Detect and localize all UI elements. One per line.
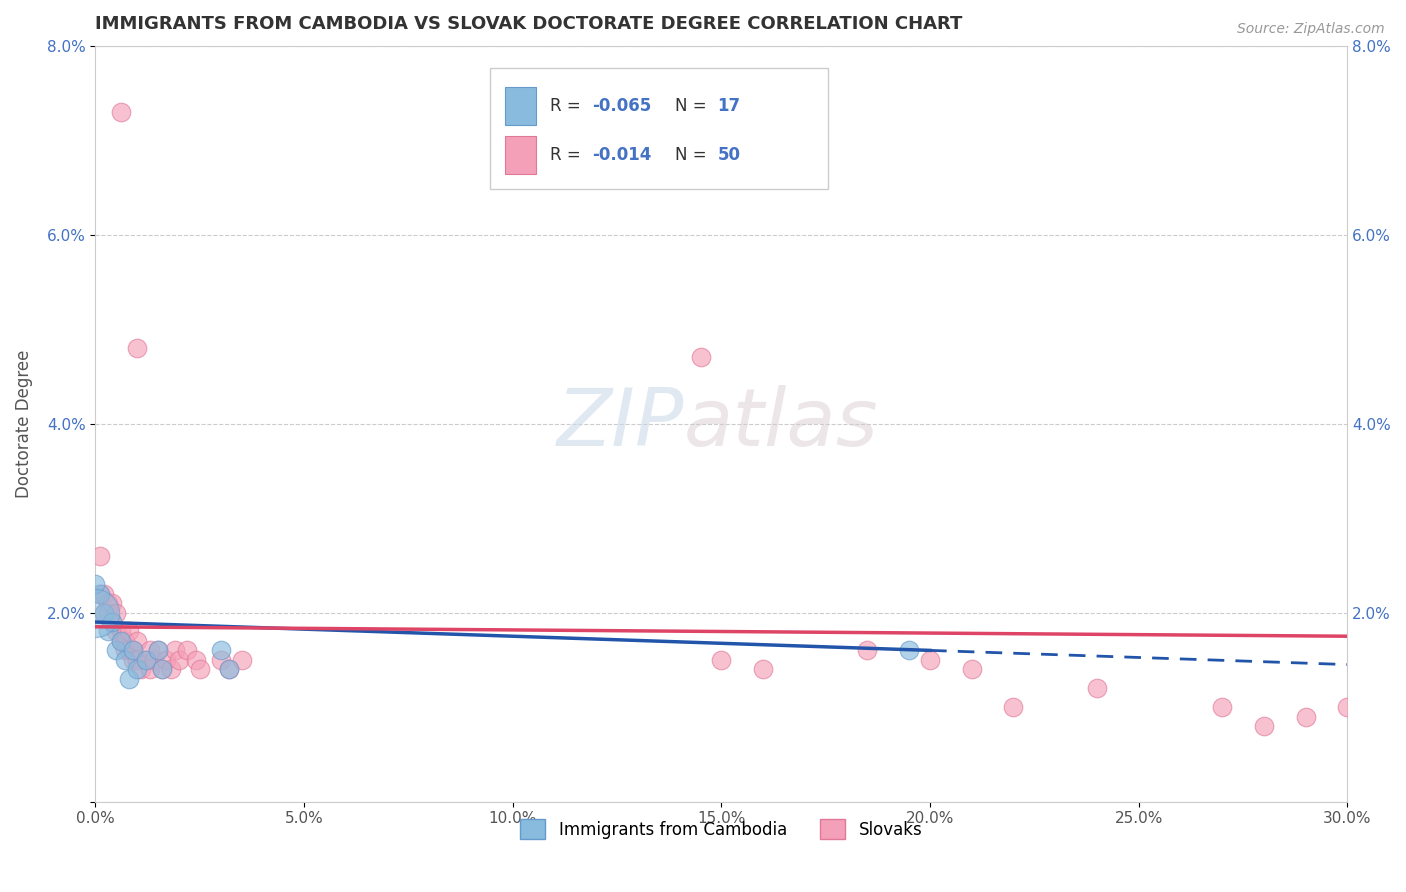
Point (89, 549, 111, 563)
Point (1085, 681, 1108, 696)
Point (93, 587, 115, 601)
Point (960, 662, 983, 676)
Point (89, 587, 111, 601)
Text: atlas: atlas (683, 384, 879, 463)
Text: 17: 17 (717, 97, 741, 115)
Point (689, 351, 711, 365)
Point (209, 643, 232, 657)
Point (97, 596, 120, 610)
Point (146, 643, 169, 657)
Point (84, 606, 107, 620)
Point (110, 634, 132, 648)
Point (1295, 709, 1317, 723)
Point (105, 624, 128, 639)
Point (898, 643, 921, 657)
Point (159, 662, 181, 676)
Point (710, 653, 733, 667)
Text: R =: R = (550, 146, 586, 164)
Legend: Immigrants from Cambodia, Slovaks: Immigrants from Cambodia, Slovaks (513, 813, 929, 847)
Point (146, 643, 169, 657)
Point (918, 653, 941, 667)
Point (114, 643, 136, 657)
Point (1253, 719, 1275, 733)
Point (84, 577, 107, 591)
Point (122, 643, 145, 657)
Point (114, 653, 136, 667)
Point (122, 643, 145, 657)
Text: -0.014: -0.014 (592, 146, 652, 164)
Point (127, 634, 149, 648)
FancyBboxPatch shape (505, 87, 536, 125)
Point (114, 634, 136, 648)
Point (122, 653, 145, 667)
Point (1002, 700, 1025, 714)
Point (101, 615, 124, 629)
Point (110, 624, 132, 639)
Text: ZIP: ZIP (557, 384, 683, 463)
Text: N =: N = (675, 146, 711, 164)
Point (135, 653, 157, 667)
Point (176, 643, 198, 657)
Text: R =: R = (550, 97, 586, 115)
Text: -0.065: -0.065 (592, 97, 652, 115)
Point (1336, 700, 1358, 714)
Point (131, 662, 153, 676)
Point (105, 643, 128, 657)
FancyBboxPatch shape (489, 69, 828, 189)
Point (97, 606, 120, 620)
Point (856, 643, 879, 657)
Point (110, 634, 132, 648)
Point (218, 662, 240, 676)
Point (105, 606, 128, 620)
Point (138, 643, 160, 657)
Text: Source: ZipAtlas.com: Source: ZipAtlas.com (1237, 22, 1385, 37)
Point (110, 104, 132, 119)
Point (127, 653, 149, 667)
Point (163, 643, 186, 657)
Point (89, 587, 111, 601)
Point (142, 653, 165, 667)
Point (135, 653, 157, 667)
Text: IMMIGRANTS FROM CAMBODIA VS SLOVAK DOCTORATE DEGREE CORRELATION CHART: IMMIGRANTS FROM CAMBODIA VS SLOVAK DOCTO… (96, 15, 963, 33)
Point (188, 662, 211, 676)
Point (118, 624, 141, 639)
Point (184, 653, 207, 667)
Point (138, 662, 160, 676)
Point (101, 615, 124, 629)
Point (209, 653, 232, 667)
Point (127, 662, 149, 676)
Point (127, 341, 149, 355)
Y-axis label: Doctorate Degree: Doctorate Degree (15, 350, 32, 498)
Point (1211, 700, 1233, 714)
Point (752, 662, 775, 676)
Point (150, 662, 173, 676)
Text: N =: N = (675, 97, 711, 115)
Point (118, 643, 141, 657)
FancyBboxPatch shape (505, 136, 536, 174)
Point (97, 624, 120, 639)
Point (93, 606, 115, 620)
Point (150, 662, 173, 676)
Point (118, 672, 141, 686)
Point (93, 606, 115, 620)
Point (155, 653, 177, 667)
Point (101, 596, 124, 610)
Text: 50: 50 (717, 146, 741, 164)
Point (218, 662, 240, 676)
Point (167, 653, 190, 667)
Point (231, 653, 253, 667)
